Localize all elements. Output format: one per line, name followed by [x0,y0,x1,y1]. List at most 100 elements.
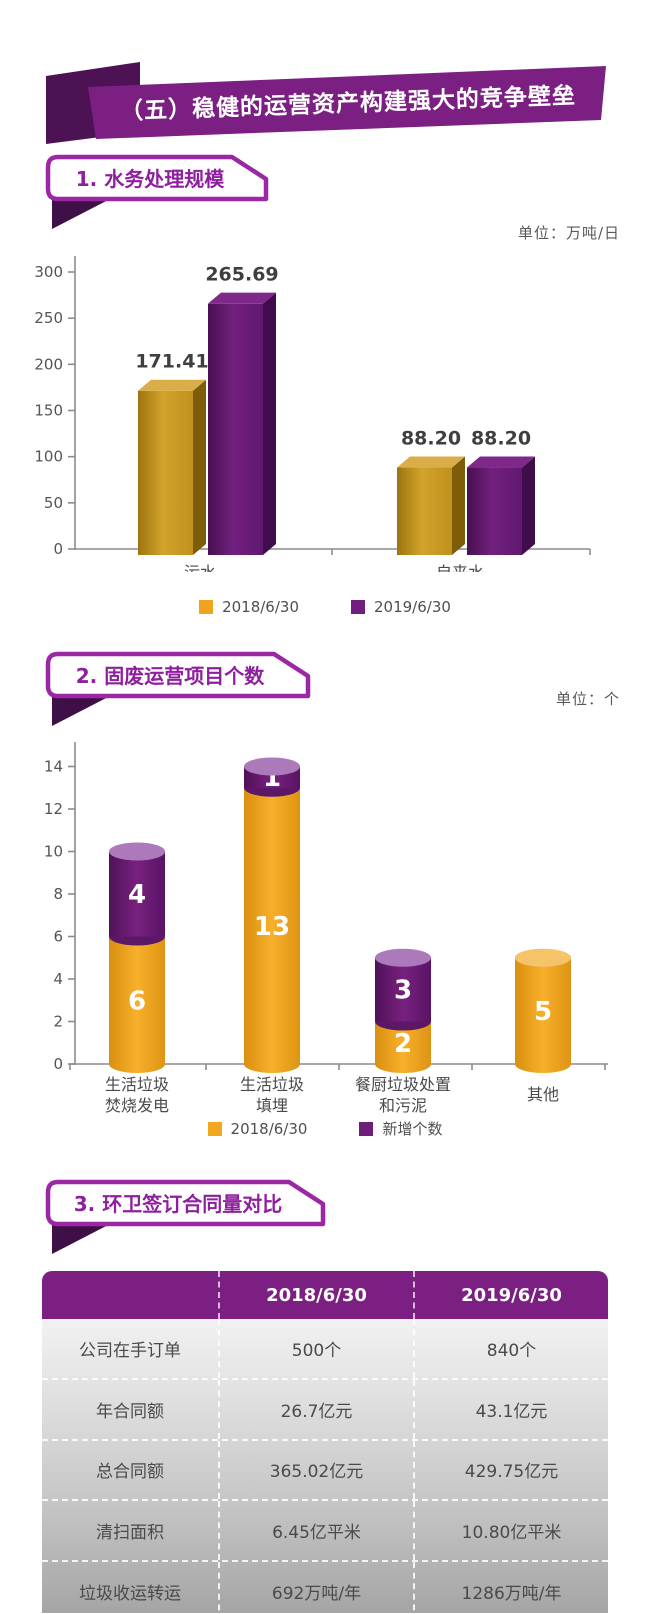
segment-new [375,957,431,1022]
legend-label: 2018/6/30 [230,1119,308,1138]
cell-2019: 840个 [413,1319,608,1378]
y-tick-label: 200 [34,355,63,373]
cylinder-bar-餐厨垃圾处置和污泥: 23 [375,948,431,1073]
y-tick-label: 250 [34,309,63,327]
x-category-label: 污水 [184,563,216,572]
segment-2018-value: 6 [128,986,146,1016]
legend-swatch [359,1121,374,1136]
bar-value-label: 265.69 [205,264,278,286]
bar-污水-2018/6/30: 171.41 [135,351,209,555]
bar-front-face [397,467,452,555]
y-tick-label: 100 [34,448,63,466]
row-label: 年合同额 [96,1401,164,1422]
y-tick-label: 50 [44,494,63,512]
cell-2019: 1286万吨/年 [413,1562,608,1614]
segment-2018-value: 5 [534,997,552,1027]
legend-swatch [207,1121,222,1136]
chart2-unit-label: 单位：个 [555,690,620,708]
segment-new [109,851,165,937]
y-tick-label: 6 [53,928,63,946]
table-row: 年合同额 26.7亿元 43.1亿元 [42,1377,608,1439]
chart2-legend: 2018/6/30 新增个数 [0,1118,650,1139]
bar-side-face [522,456,535,555]
y-tick-label: 0 [53,540,63,558]
y-tick-label: 12 [44,800,63,818]
table-row: 总合同额 365.02亿元 429.75亿元 [42,1438,608,1500]
solid-waste-chart: 0246810121464生活垃圾焚烧发电131生活垃圾填埋23餐厨垃圾处置和污… [44,742,608,1115]
segment-2018-value: 13 [254,912,290,942]
segment-new-value: 4 [128,880,146,910]
flag-fold [52,198,112,229]
cylinder-top [109,842,165,861]
section3-flag: 3. 环卫签订合同量对比 [45,1179,326,1254]
cylinder-top [244,757,300,776]
bar-自来水-2019/6/30: 88.20 [467,428,535,555]
cell-2018: 500个 [218,1319,413,1378]
water-treatment-chart: 0 50 100 150 200 250 300 171.41 88.20 265.69 88.20… [34,256,591,572]
bar-污水-2019/6/30: 265.69 [205,264,279,555]
x-category-label: 其他 [527,1085,559,1104]
flag-box [45,154,269,202]
y-tick-label: 10 [44,843,63,861]
cylinder-bar-生活垃圾填埋: 131 [244,757,300,1073]
cylinder-top [515,948,571,967]
bar-front-face [467,467,522,555]
segment-2018 [244,787,300,1064]
legend-swatch [351,600,365,614]
legend-item: 2018/6/30 [207,1118,308,1139]
y-tick-label: 300 [34,263,63,281]
segment-new-value: 3 [394,976,412,1006]
cylinder-bar-其他: 5 [515,948,571,1073]
y-tick-label: 8 [53,885,63,903]
row-label: 清扫面积 [96,1523,164,1544]
y-tick-label: 0 [53,1055,63,1073]
legend-item: 2018/6/30 [199,598,299,616]
section1-flag: 1. 水务处理规模 [45,154,269,229]
segment-2018 [109,936,165,1064]
table-row: 清扫面积 6.45亿平米 10.80亿平米 [42,1499,608,1561]
banner-body [88,66,606,139]
cell-2018: 26.7亿元 [218,1379,413,1439]
y-tick-label: 4 [53,970,63,988]
bar-top-face [138,379,206,391]
bar-top-face [397,456,465,468]
x-category-label: 填埋 [256,1096,288,1115]
table-body: 公司在手订单 500个 840个 年合同额 26.7亿元 43.1亿元 总合同额 365.02… [42,1319,608,1614]
bar-value-label: 88.20 [471,428,531,450]
cell-2018: 365.02亿元 [218,1440,413,1500]
flag-fold [52,695,112,726]
cell-2018: 692万吨/年 [218,1562,413,1614]
x-category-label: 和污泥 [379,1096,427,1115]
row-label: 总合同额 [96,1462,164,1483]
table-row: 垃圾收运转运 692万吨/年 1286万吨/年 [42,1560,608,1614]
row-label: 垃圾收运转运 [79,1584,181,1605]
bar-top-face [467,456,535,468]
bar-front-face [208,303,263,555]
flag-box [45,1179,326,1227]
bar-value-label: 171.41 [135,351,208,373]
table-header-2018: 2018/6/30 [218,1271,413,1319]
chart1-unit-label: 单位：万吨/日 [517,224,620,242]
table-header-2019: 2019/6/30 [413,1271,608,1319]
x-category-label: 生活垃圾 [105,1075,169,1094]
legend-label: 2019/6/30 [374,598,451,616]
chart1-legend: 2018/6/30 2019/6/30 [0,598,650,616]
bar-value-label: 88.20 [401,428,461,450]
x-category-label: 生活垃圾 [240,1075,304,1094]
flag-box [45,651,311,699]
section2-title: 2. 固废运营项目个数 [76,664,265,688]
banner-ribbon: （五）稳健的运营资产构建强大的竞争壁垒 [46,62,606,144]
flag-fold [52,1223,112,1254]
legend-label: 2018/6/30 [222,598,299,616]
segment-2018 [515,957,571,1064]
legend-item: 新增个数 [359,1118,442,1139]
table-header-row: 2018/6/30 2019/6/30 [42,1271,608,1319]
y-tick-label: 14 [44,758,63,776]
row-label: 公司在手订单 [79,1340,181,1361]
cell-2019: 429.75亿元 [413,1440,608,1500]
table-header-blank [42,1271,218,1319]
bar-自来水-2018/6/30: 88.20 [397,428,465,555]
bar-side-face [452,456,465,555]
cylinder-bar-生活垃圾焚烧发电: 64 [109,842,165,1073]
